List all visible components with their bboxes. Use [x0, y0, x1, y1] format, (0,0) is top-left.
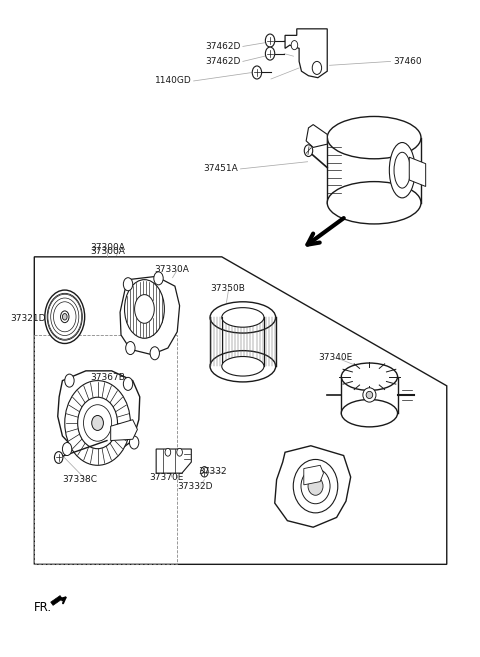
Text: 37330A: 37330A [154, 265, 189, 275]
Text: 37462D: 37462D [205, 57, 240, 66]
Text: 37332D: 37332D [177, 482, 213, 491]
Ellipse shape [327, 181, 421, 224]
Polygon shape [51, 596, 62, 605]
Ellipse shape [62, 313, 67, 320]
Polygon shape [34, 257, 447, 564]
Ellipse shape [92, 415, 103, 430]
Ellipse shape [363, 388, 376, 402]
Ellipse shape [394, 152, 410, 188]
Circle shape [54, 451, 63, 463]
Polygon shape [111, 420, 137, 441]
Ellipse shape [301, 468, 330, 504]
Ellipse shape [389, 143, 415, 198]
Ellipse shape [84, 405, 112, 442]
Text: 37300A: 37300A [91, 247, 125, 256]
Ellipse shape [53, 302, 76, 332]
Ellipse shape [341, 399, 397, 427]
Ellipse shape [327, 116, 421, 159]
Ellipse shape [45, 290, 84, 344]
Ellipse shape [308, 477, 323, 495]
Text: 37340E: 37340E [318, 353, 352, 362]
Circle shape [130, 436, 139, 449]
Circle shape [304, 145, 312, 156]
Circle shape [123, 278, 133, 290]
Circle shape [252, 66, 262, 79]
Ellipse shape [60, 311, 69, 323]
Polygon shape [58, 371, 140, 455]
Ellipse shape [222, 357, 264, 376]
Text: 37462D: 37462D [205, 42, 240, 51]
Text: 37367B: 37367B [91, 373, 125, 382]
Text: 1140GD: 1140GD [155, 76, 192, 85]
Circle shape [150, 347, 159, 360]
Circle shape [165, 448, 171, 456]
Ellipse shape [48, 294, 82, 339]
Circle shape [154, 272, 163, 285]
Circle shape [312, 61, 322, 74]
Text: 37370E: 37370E [149, 472, 183, 482]
Ellipse shape [210, 351, 276, 382]
Circle shape [291, 41, 298, 50]
Polygon shape [285, 29, 327, 78]
Text: 37338C: 37338C [62, 475, 97, 484]
Polygon shape [409, 157, 426, 187]
Ellipse shape [293, 459, 338, 513]
Ellipse shape [124, 280, 164, 338]
Text: 37460: 37460 [393, 57, 421, 66]
Polygon shape [275, 445, 351, 527]
Text: 37321D: 37321D [11, 314, 46, 323]
Circle shape [62, 443, 72, 455]
Circle shape [265, 47, 275, 60]
Ellipse shape [210, 302, 276, 333]
Text: 37332: 37332 [198, 467, 227, 476]
Ellipse shape [65, 380, 131, 465]
Polygon shape [120, 277, 180, 355]
Text: FR.: FR. [34, 600, 52, 614]
Circle shape [65, 374, 74, 387]
Circle shape [265, 34, 275, 47]
Circle shape [177, 448, 182, 456]
Ellipse shape [78, 397, 118, 449]
Polygon shape [156, 449, 192, 473]
Ellipse shape [134, 294, 154, 323]
Ellipse shape [341, 363, 397, 390]
Circle shape [201, 466, 208, 477]
Ellipse shape [222, 307, 264, 327]
Circle shape [126, 342, 135, 355]
Text: 37451A: 37451A [204, 164, 238, 173]
Ellipse shape [366, 392, 372, 399]
Text: 37350B: 37350B [210, 284, 245, 292]
Polygon shape [306, 125, 327, 147]
Text: 37300A: 37300A [91, 242, 125, 252]
Circle shape [123, 377, 133, 390]
Ellipse shape [51, 298, 79, 336]
Ellipse shape [47, 293, 83, 340]
Polygon shape [304, 465, 324, 485]
